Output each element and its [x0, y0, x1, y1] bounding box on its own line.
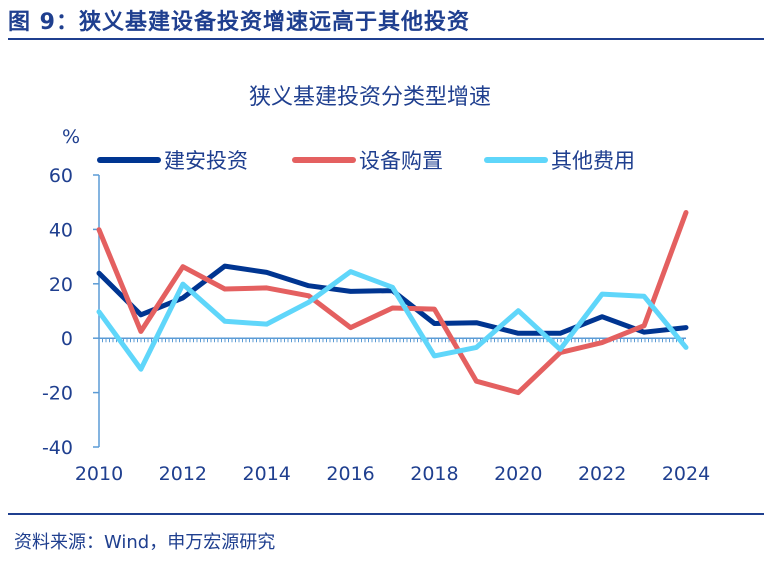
y-tick-label: -40 [42, 437, 73, 459]
x-tick-label: 2020 [494, 463, 542, 485]
x-tick-label: 2018 [410, 463, 458, 485]
y-tick-label: 40 [49, 219, 73, 241]
legend-label: 其他费用 [551, 149, 635, 173]
y-tick-label: 60 [49, 165, 73, 187]
x-tick-label: 2022 [578, 463, 626, 485]
y-tick-label: 0 [61, 328, 73, 350]
y-axis-unit: % [62, 126, 80, 148]
title-rule [8, 38, 764, 40]
x-tick-label: 2016 [326, 463, 374, 485]
series-line [96, 269, 689, 372]
chart-title: 狭义基建投资分类型增速 [249, 85, 491, 110]
x-tick-label: 2010 [75, 463, 123, 485]
y-tick-label: 20 [49, 274, 73, 296]
legend-label: 设备购置 [359, 149, 443, 173]
source-note: 资料来源：Wind，申万宏源研究 [14, 532, 276, 553]
figure-title: 图 9：狭义基建设备投资增速远高于其他投资 [8, 10, 470, 35]
x-tick-label: 2014 [243, 463, 291, 485]
line-chart: 狭义基建投资分类型增速 % -40 -20 0 20 40 60 2010 2012 2014 2… [42, 85, 710, 485]
x-tick-label: 2012 [159, 463, 207, 485]
y-tick-label: -20 [42, 383, 73, 405]
source-rule [8, 513, 764, 515]
legend-label: 建安投资 [164, 149, 248, 173]
x-tick-label: 2024 [662, 463, 710, 485]
series-line [96, 210, 689, 396]
